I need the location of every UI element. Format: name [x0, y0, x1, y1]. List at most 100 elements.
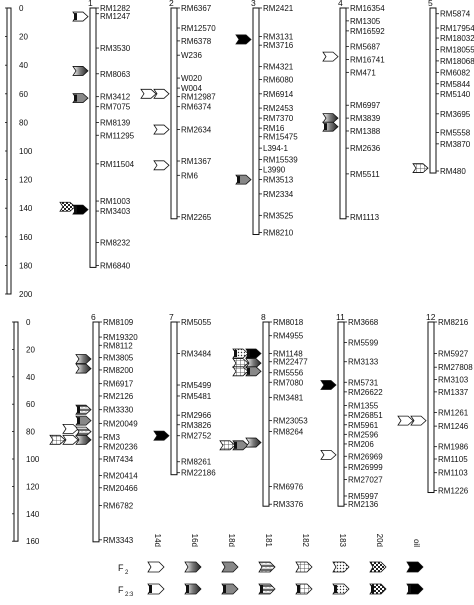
marker-label: RM3484	[181, 350, 212, 359]
scale-bar-panel-1	[13, 321, 19, 542]
chromosome-bar	[92, 321, 100, 543]
marker-label: RM1105	[438, 455, 468, 464]
marker-label: RM26622	[348, 388, 383, 397]
legend-symbol-182	[295, 561, 313, 573]
marker-label: RM5997	[348, 492, 379, 501]
legend-symbol-181	[258, 583, 276, 595]
marker-label: RM15539	[263, 156, 298, 165]
qtl-symbol-183-f23-band	[234, 350, 237, 358]
marker-label: RM27027	[348, 476, 383, 485]
legend-trait-label: 183	[338, 534, 347, 548]
qtl-symbol-14d-shape	[62, 423, 79, 434]
marker-label: RM1986	[438, 443, 469, 452]
marker-label: RM15475	[263, 133, 298, 142]
legend-symbol-oil-shape	[406, 561, 424, 573]
qtl-symbol-14d-shape	[410, 415, 427, 426]
marker-label: RM2596	[348, 430, 379, 439]
scale-bars-layer: 0 20 40 60 80 100 120 140 160 180 200 0 20 40 60 80 100 1…	[5, 4, 40, 546]
legend-symbol-182-shape	[295, 561, 313, 573]
chromosome-bar	[89, 7, 97, 268]
legend-symbol-16d-f23-band	[186, 585, 189, 593]
qtl-symbol-oil	[153, 430, 170, 441]
marker-label: RM8261	[181, 458, 212, 467]
qtl-symbol-16d	[322, 113, 339, 124]
marker-label: RM16	[263, 124, 285, 133]
marker-label: RM5499	[181, 381, 212, 390]
legend-symbol-18d	[221, 583, 239, 595]
qtl-symbol-182-shape	[232, 358, 249, 369]
marker-label: RM6367	[181, 4, 212, 13]
marker-label: RM6914	[263, 90, 294, 99]
qtl-symbol-14d	[410, 415, 427, 426]
qtl-symbol-14d	[62, 423, 79, 434]
chromosome-bar	[170, 321, 178, 476]
legend-symbol-182-f23-band	[297, 585, 300, 593]
chromosome-number: 8	[261, 312, 266, 322]
qtl-symbol-oil-f23-band	[74, 206, 77, 214]
marker-label: RM5731	[348, 378, 379, 387]
marker-label: RM6917	[103, 380, 134, 389]
qtl-symbol-181-f23-band	[77, 406, 80, 414]
chromosome-11: 11RM3668RM5599RM3133RM5731RM26622RM1355R…	[336, 312, 383, 509]
legend-symbol-20d-shape	[369, 561, 387, 573]
legend-trait-label: 16d	[190, 534, 199, 547]
marker-label: RM22186	[181, 469, 216, 478]
legend-symbol-16d-shape	[184, 561, 202, 573]
marker-label: RM2634	[181, 126, 212, 135]
marker-label: RM19320	[103, 333, 138, 342]
scale-tick-label: 120	[26, 482, 40, 491]
marker-label: RM6840	[100, 261, 131, 270]
qtl-symbol-16d	[72, 66, 89, 76]
legend-symbol-181-f23-band	[260, 585, 263, 593]
legend-symbol-183	[332, 561, 350, 573]
chromosome-number: 3	[251, 0, 256, 8]
qtl-symbol-oil	[320, 380, 337, 390]
marker-label: RM16741	[350, 55, 385, 64]
marker-label: RM3805	[103, 354, 134, 363]
scale-tick-label: 160	[19, 233, 33, 242]
scale-tick-label: 100	[19, 147, 33, 156]
marker-label: RM1226	[438, 487, 469, 496]
marker-label: RM20414	[103, 471, 138, 480]
qtl-symbol-14d-shape	[320, 449, 337, 460]
qtl-symbol-18d	[235, 174, 252, 185]
qtl-symbol-14d	[397, 415, 414, 426]
marker-label: RM12987	[181, 93, 216, 102]
chromosome-number: 1	[88, 0, 93, 8]
marker-label: RM1246	[438, 422, 469, 431]
qtl-symbol-14d-shape	[153, 160, 170, 171]
marker-label: RM5874	[440, 10, 471, 19]
marker-label: RM6782	[103, 502, 134, 511]
legend-symbol-oil	[406, 561, 424, 573]
chromosome-number: 11	[336, 312, 345, 322]
marker-label: RM6	[181, 171, 198, 180]
qtl-symbol-oil	[245, 348, 262, 359]
legend-symbol-183-f23-band	[334, 585, 337, 593]
marker-label: RM4955	[273, 332, 304, 341]
chromosome-number: 4	[338, 0, 343, 8]
qtl-symbol-18d-f23-band	[247, 367, 250, 375]
marker-label: RM1148	[273, 350, 303, 359]
scale-tick-label: 80	[26, 428, 35, 437]
marker-label: RM3668	[348, 318, 379, 327]
marker-label: RM3481	[273, 393, 304, 402]
marker-label: RM8232	[100, 239, 131, 248]
marker-label: RM2126	[103, 392, 134, 401]
scale-tick-label: 20	[19, 33, 28, 42]
legend-symbol-18d-f23-band	[223, 585, 226, 593]
qtl-symbol-18d	[245, 366, 262, 377]
marker-label: RM8112	[103, 341, 133, 350]
marker-label: RM1103	[438, 469, 468, 478]
legend-symbol-oil	[406, 583, 424, 595]
marker-label: RM11295	[100, 131, 135, 140]
marker-label: RM1367	[181, 157, 212, 166]
marker-label: RM7075	[100, 103, 131, 112]
legend-trait-label: 182	[301, 534, 310, 548]
qtl-symbol-18d-f23-band	[77, 417, 80, 425]
qtl-symbol-16d-shape	[75, 434, 92, 445]
marker-label: RM2966	[181, 411, 212, 420]
scale-tick-label: 40	[26, 373, 35, 382]
marker-label: RM5140	[440, 90, 471, 99]
marker-label: RM2334	[263, 190, 294, 199]
